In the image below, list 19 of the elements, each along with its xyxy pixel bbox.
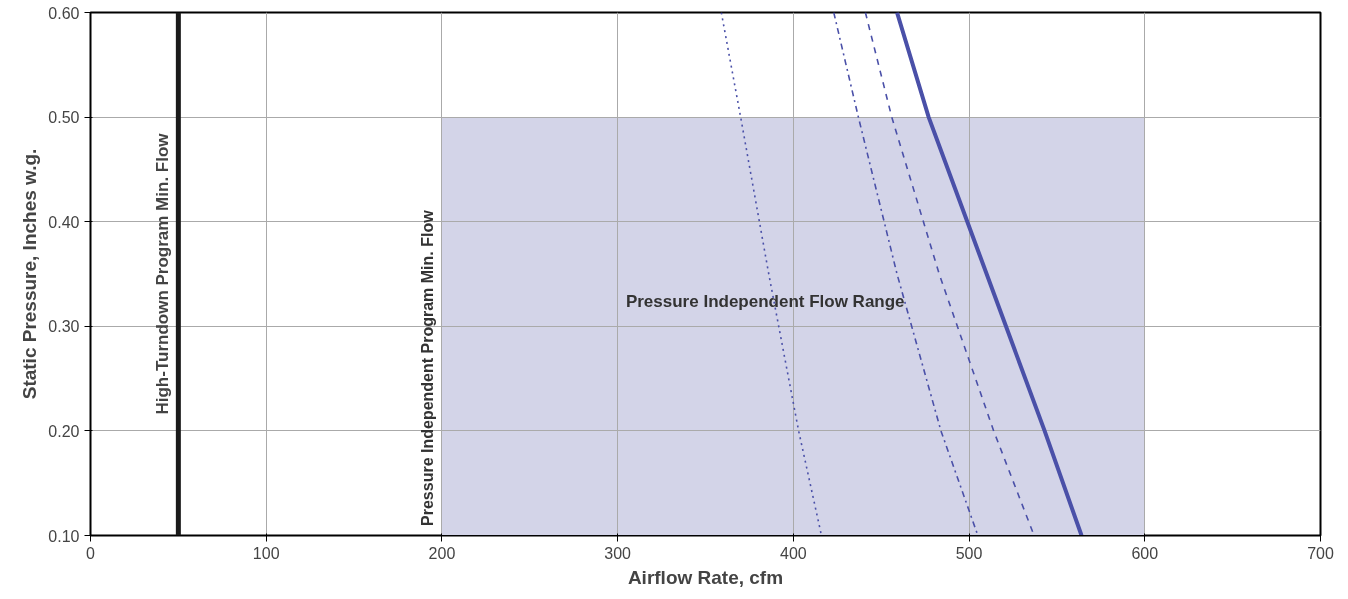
y-tick-label: 0.50 xyxy=(48,109,80,127)
x-tick-label: 300 xyxy=(604,544,632,562)
y-axis-title: Static Pressure, Inches w.g. xyxy=(19,148,41,400)
x-tick-label: 600 xyxy=(1131,544,1159,562)
y-tick-label: 0.10 xyxy=(48,527,80,545)
x-tick-label: 100 xyxy=(252,544,280,562)
x-axis-title: Airflow Rate, cfm xyxy=(627,566,784,588)
x-tick-label: 400 xyxy=(780,544,807,562)
x-tick-label: 200 xyxy=(428,544,456,562)
annotation: Pressure Independent Program Min. Flow xyxy=(418,209,436,526)
y-tick-label: 0.20 xyxy=(48,422,80,440)
x-tick-label: 0 xyxy=(86,544,96,562)
y-tick-label: 0.40 xyxy=(48,213,80,231)
x-tick-label: 700 xyxy=(1307,544,1334,562)
ref-line-label: High-Turndown Program Min. Flow xyxy=(153,132,173,415)
annotation: Pressure Independent Flow Range xyxy=(625,291,905,311)
x-tick-label: 500 xyxy=(955,544,983,562)
y-tick-label: 0.60 xyxy=(48,4,80,22)
y-tick-label: 0.30 xyxy=(48,318,80,336)
